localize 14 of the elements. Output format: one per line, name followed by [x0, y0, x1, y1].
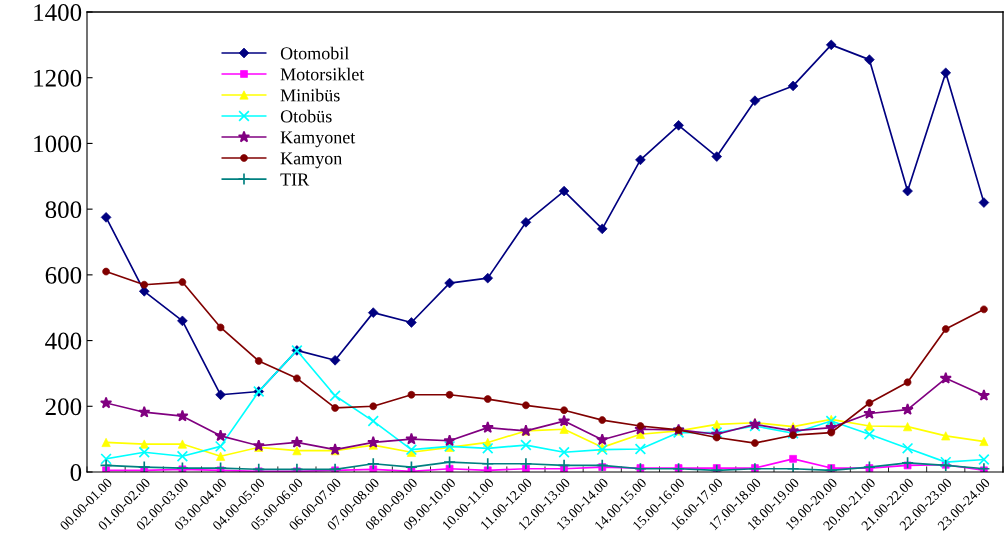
legend-label: Otobüs: [280, 109, 332, 123]
y-tick-label: 1000: [34, 135, 82, 153]
legend-label: Minibüs: [280, 88, 340, 102]
legend-label: Kamyon: [280, 152, 343, 169]
legend-label: Kamyonet: [280, 131, 356, 148]
legend-label: TIR: [280, 173, 310, 186]
y-tick-label: 400: [45, 332, 82, 350]
y-tick-label: 1200: [34, 69, 82, 87]
legend-label: Motorsiklet: [280, 67, 365, 81]
legend-label: Otomobil: [280, 46, 349, 60]
y-tick-label: 200: [45, 398, 82, 416]
y-tick-label: 800: [45, 201, 82, 219]
y-tick-label: 600: [45, 266, 82, 284]
y-tick-label: 1400: [34, 4, 82, 21]
